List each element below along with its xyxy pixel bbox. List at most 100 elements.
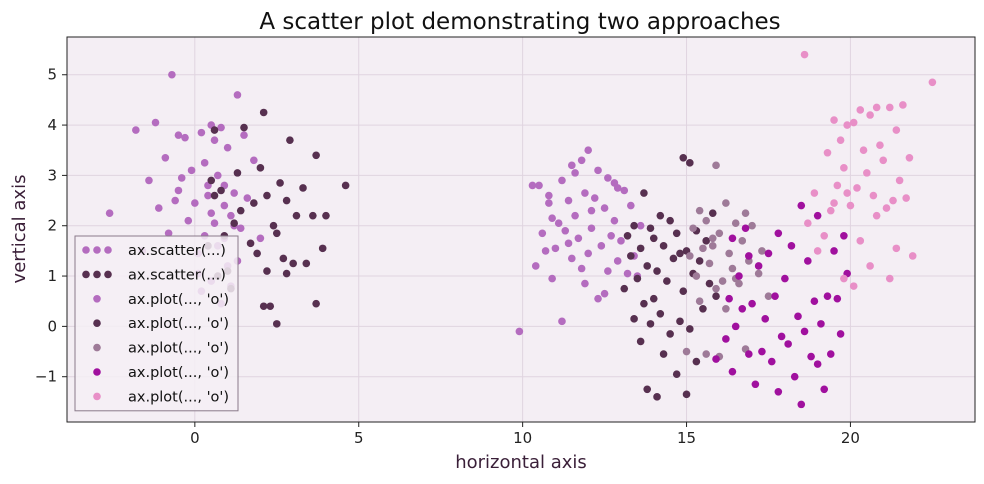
data-point-series-4 <box>764 292 773 300</box>
data-point-series-6 <box>899 101 907 109</box>
data-point-series-0 <box>177 174 186 182</box>
data-point-series-2 <box>545 191 553 200</box>
data-point-series-0 <box>200 159 209 167</box>
data-point-series-6 <box>876 141 884 150</box>
data-point-series-6 <box>820 231 829 240</box>
data-point-series-6 <box>830 116 838 124</box>
data-point-series-3 <box>633 274 642 283</box>
data-point-series-6 <box>843 121 851 129</box>
data-point-series-5 <box>823 292 832 300</box>
legend-marker <box>93 343 101 352</box>
legend-entry-label: ax.plot(..., 'o') <box>128 365 229 381</box>
data-point-series-4 <box>695 206 704 215</box>
data-point-series-0 <box>168 70 176 79</box>
data-point-series-2 <box>548 274 556 283</box>
data-point-series-0 <box>210 136 219 144</box>
data-point-series-3 <box>646 320 655 328</box>
data-point-series-1 <box>289 259 297 268</box>
data-point-series-6 <box>863 169 871 177</box>
data-point-series-6 <box>885 103 894 112</box>
data-point-series-0 <box>174 131 183 139</box>
data-point-series-2 <box>620 186 629 195</box>
data-point-series-6 <box>889 196 897 205</box>
data-point-series-0 <box>220 201 229 210</box>
data-point-series-5 <box>820 385 829 394</box>
data-point-series-1 <box>259 108 268 117</box>
data-point-series-5 <box>774 388 783 396</box>
data-point-series-5 <box>830 247 838 255</box>
data-point-series-5 <box>728 234 737 243</box>
data-point-series-0 <box>184 216 193 225</box>
data-point-series-6 <box>826 206 835 215</box>
data-point-series-3 <box>682 390 691 399</box>
data-point-series-4 <box>712 161 720 170</box>
data-point-series-0 <box>230 189 238 197</box>
legend-marker <box>93 392 101 401</box>
data-point-series-1 <box>299 184 307 192</box>
data-point-series-3 <box>695 257 704 265</box>
data-point-series-6 <box>908 252 917 260</box>
data-point-series-6 <box>800 50 809 59</box>
y-axis-ticks: −1 0 1 2 3 4 5 <box>35 66 67 386</box>
data-point-series-5 <box>728 367 737 376</box>
data-point-series-4 <box>708 234 717 243</box>
data-point-series-4 <box>741 209 750 217</box>
data-point-series-1 <box>207 176 216 185</box>
data-point-series-2 <box>577 264 586 273</box>
legend-marker <box>93 319 101 328</box>
legend: ax.scatter(...) ax.scatter(...) ax.plot(..… <box>74 235 239 412</box>
data-point-series-3 <box>620 284 629 293</box>
data-point-series-6 <box>885 274 894 283</box>
data-point-series-5 <box>836 330 845 338</box>
data-point-series-5 <box>810 297 819 306</box>
data-point-series-0 <box>227 211 235 220</box>
data-point-series-2 <box>554 219 563 228</box>
legend-entry-label: ax.scatter(...) <box>128 267 226 283</box>
data-point-series-0 <box>164 229 173 238</box>
data-points <box>105 50 937 409</box>
data-point-series-3 <box>656 309 665 318</box>
data-point-series-6 <box>830 199 838 207</box>
data-point-series-6 <box>866 262 874 270</box>
data-point-series-1 <box>276 179 284 187</box>
data-point-series-2 <box>545 199 553 207</box>
data-point-series-5 <box>748 299 756 308</box>
x-axis-label: horizontal axis <box>455 452 587 473</box>
data-point-series-3 <box>623 231 632 240</box>
data-point-series-2 <box>627 201 635 210</box>
data-point-series-2 <box>623 269 632 278</box>
data-point-series-6 <box>902 194 910 202</box>
data-point-series-4 <box>705 259 714 268</box>
data-point-series-2 <box>600 289 609 298</box>
data-point-series-3 <box>636 337 645 346</box>
data-point-series-1 <box>312 151 320 160</box>
data-point-series-5 <box>735 272 743 280</box>
data-point-series-6 <box>856 106 865 114</box>
data-point-series-1 <box>272 320 281 328</box>
data-point-series-5 <box>712 355 720 363</box>
data-point-series-5 <box>725 294 733 303</box>
data-point-series-5 <box>751 380 760 389</box>
data-point-series-4 <box>686 252 694 260</box>
data-point-series-1 <box>312 299 320 308</box>
data-point-series-6 <box>905 153 914 162</box>
data-point-series-4 <box>695 297 704 306</box>
data-point-series-0 <box>223 143 232 152</box>
data-point-series-5 <box>797 201 806 210</box>
data-point-series-0 <box>174 186 183 195</box>
data-point-series-2 <box>590 194 599 202</box>
data-point-series-2 <box>528 181 537 190</box>
data-point-series-4 <box>689 224 697 233</box>
x-tick-label: 15 <box>677 429 696 447</box>
data-point-series-5 <box>790 372 799 381</box>
data-point-series-5 <box>800 327 809 336</box>
data-point-series-0 <box>204 191 212 200</box>
legend-marker <box>93 246 101 254</box>
data-point-series-3 <box>646 224 655 233</box>
data-point-series-5 <box>787 242 796 250</box>
data-point-series-5 <box>745 252 753 260</box>
data-point-series-4 <box>738 237 747 245</box>
data-point-series-2 <box>610 216 619 225</box>
data-point-series-5 <box>804 257 812 265</box>
data-point-series-2 <box>561 226 570 235</box>
